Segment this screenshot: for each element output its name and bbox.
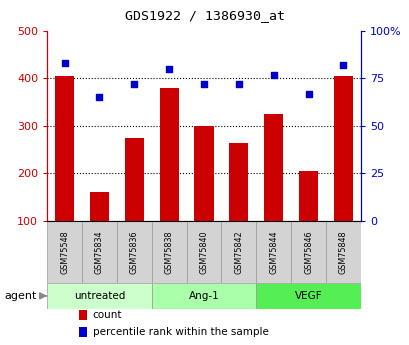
Point: [339, 62, 346, 68]
Bar: [325, 221, 360, 283]
Text: GSM75548: GSM75548: [60, 230, 69, 274]
Bar: [124, 138, 144, 221]
Bar: [290, 221, 325, 283]
Text: GSM75844: GSM75844: [269, 230, 277, 274]
Bar: [194, 126, 213, 221]
Point: [200, 81, 207, 87]
Bar: [298, 171, 317, 221]
Text: GSM75838: GSM75838: [164, 230, 173, 274]
Text: GSM75846: GSM75846: [303, 230, 312, 274]
Bar: [90, 193, 109, 221]
Text: GSM75840: GSM75840: [199, 230, 208, 274]
Text: GSM75848: GSM75848: [338, 230, 347, 274]
Point: [96, 95, 103, 100]
Bar: [221, 221, 256, 283]
Bar: [47, 221, 82, 283]
Bar: [186, 221, 221, 283]
Bar: [159, 88, 178, 221]
Text: percentile rank within the sample: percentile rank within the sample: [92, 327, 268, 337]
Bar: [79, 310, 87, 320]
Text: untreated: untreated: [74, 291, 125, 301]
Text: GSM75842: GSM75842: [234, 230, 243, 274]
Bar: [151, 283, 256, 309]
Text: GSM75834: GSM75834: [95, 230, 103, 274]
Bar: [229, 142, 248, 221]
Bar: [263, 114, 283, 221]
Point: [305, 91, 311, 97]
Point: [270, 72, 276, 78]
Text: count: count: [92, 310, 122, 320]
Text: agent: agent: [4, 291, 36, 301]
Bar: [256, 283, 360, 309]
Point: [61, 61, 68, 66]
Text: VEGF: VEGF: [294, 291, 321, 301]
Text: GDS1922 / 1386930_at: GDS1922 / 1386930_at: [125, 9, 284, 22]
Point: [235, 81, 242, 87]
Bar: [151, 221, 186, 283]
Text: Ang-1: Ang-1: [188, 291, 219, 301]
Text: GSM75836: GSM75836: [130, 230, 138, 274]
Bar: [79, 327, 87, 337]
Point: [166, 66, 172, 72]
Bar: [82, 221, 117, 283]
Point: [131, 81, 137, 87]
Bar: [55, 76, 74, 221]
Bar: [117, 221, 151, 283]
Bar: [47, 283, 151, 309]
Bar: [333, 76, 352, 221]
Bar: [256, 221, 290, 283]
